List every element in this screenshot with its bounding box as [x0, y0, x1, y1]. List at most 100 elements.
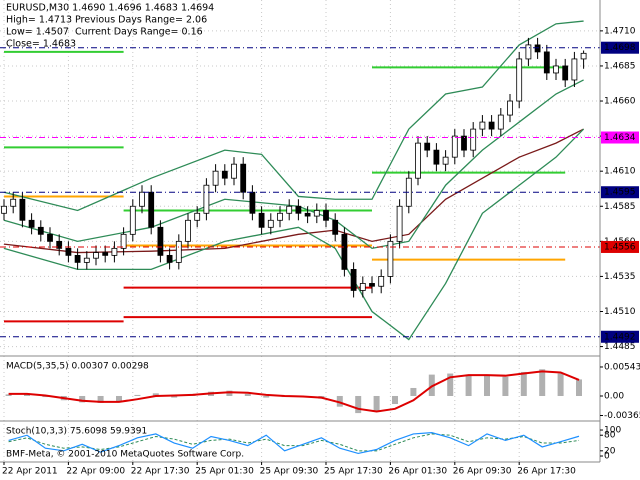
info-text: Close= 1.4683 [6, 39, 76, 50]
x-tick-label: 25 Apr 09:30 [260, 467, 319, 477]
candle-body [497, 114, 504, 130]
y-tick-label: 0.00543 [604, 362, 640, 372]
price-label: 1.4595 [604, 188, 636, 198]
macd-bar [392, 395, 398, 405]
macd-bar [576, 379, 582, 396]
indicator-line [3, 20, 584, 212]
candle-body [221, 170, 228, 179]
candle-body [1, 205, 7, 214]
y-tick-label: 80 [604, 431, 616, 441]
price-label-box [601, 131, 639, 144]
candle-body [56, 240, 63, 249]
macd-bar [336, 395, 343, 407]
macd-bar [520, 371, 527, 396]
price-label: 1.4492 [604, 332, 636, 342]
x-tick-label: 25 Apr 01:30 [195, 467, 254, 477]
candle-body [111, 247, 118, 256]
info-text: Low= 1.4507 [6, 27, 69, 38]
candle-body [580, 52, 587, 60]
y-tick-label: 1.4610 [604, 167, 636, 177]
price-label-box [601, 330, 639, 343]
candle-body [157, 226, 164, 256]
macd-bar [226, 390, 233, 396]
candle-body [240, 163, 247, 193]
candle-body [387, 240, 394, 277]
candle-body [516, 58, 523, 102]
stoch-main [8, 432, 580, 455]
candle-body [83, 257, 90, 263]
x-tick-label: 22 Apr 2011 [2, 467, 58, 477]
candle-body [470, 128, 477, 151]
macd-bar [97, 395, 104, 403]
x-tick-label: 26 Apr 09:30 [453, 467, 512, 477]
y-tick-label: 1.4585 [604, 202, 636, 212]
macd-bar [447, 373, 454, 396]
y-tick-label: 1.4710 [604, 26, 636, 36]
candle-body [231, 163, 237, 179]
candle-body [433, 149, 440, 165]
stoch-signal [8, 433, 580, 452]
candle-body [396, 205, 403, 242]
y-tick-label: 20 [604, 446, 616, 456]
y-tick-label: 1.4510 [604, 307, 636, 317]
price-label: 1.4556 [604, 242, 636, 252]
indicator-line [3, 128, 585, 341]
candle-body [313, 210, 320, 217]
candle-body [249, 191, 256, 214]
price-label: 1.4698 [604, 43, 636, 53]
candle-body [534, 44, 541, 53]
candle-body [185, 219, 191, 242]
candle-body [166, 254, 173, 263]
candle-body [74, 254, 81, 263]
candle-body [139, 191, 145, 207]
x-tick-label: 25 Apr 17:30 [324, 467, 383, 477]
info-text: Previous Days Range= 2.06 [75, 15, 207, 26]
candle-body [37, 226, 44, 235]
candle-body [359, 283, 366, 291]
panel-title: MACD(5,35,5) 0.00307 0.00298 [6, 362, 149, 372]
candle-body [129, 205, 136, 235]
panel-title: Stoch(10,3,3) 75.6098 59.9391 [6, 427, 147, 437]
candle-body [350, 269, 357, 291]
candle-body [286, 205, 293, 214]
indicator-line [3, 128, 584, 254]
candle-body [148, 191, 155, 228]
y-tick-label: 0 [604, 452, 610, 462]
y-tick-label: 100 [604, 426, 621, 436]
macd-bar [502, 376, 509, 396]
y-tick-label: 1.4660 [604, 97, 636, 107]
x-tick-label: 22 Apr 17:30 [131, 467, 190, 477]
macd-bar [244, 393, 251, 396]
y-tick-label: 1.4535 [604, 272, 636, 282]
candle-body [10, 198, 17, 207]
macd-bar [116, 395, 122, 402]
macd-bar [152, 393, 159, 396]
candle-body [571, 58, 578, 81]
candle-body [65, 247, 72, 256]
copyright: BMF-Meta, © 2001-2010 MetaQuotes Softwar… [6, 450, 244, 460]
candle-body [442, 156, 449, 165]
candle-body [277, 212, 283, 221]
candle-body [562, 65, 569, 81]
info-text: Current Days Range= 0.16 [75, 27, 203, 38]
macd-bar [263, 395, 270, 398]
candle-body [341, 233, 348, 270]
y-tick-label: 0.00 [604, 391, 624, 401]
macd-bar [557, 373, 564, 396]
macd-bar [171, 395, 178, 398]
y-tick-label: -0.00365 [604, 411, 640, 421]
candle-body [212, 170, 219, 186]
candle-body [507, 100, 513, 116]
price-label-box [601, 186, 639, 199]
x-tick-label: 22 Apr 09:00 [66, 467, 125, 477]
macd-bar [484, 374, 490, 396]
candle-body [553, 65, 559, 74]
candle-body [461, 135, 467, 151]
macd-bar [355, 395, 362, 414]
candle-body [479, 121, 486, 130]
x-tick-label: 26 Apr 01:30 [388, 467, 447, 477]
candle-body [332, 219, 339, 235]
price-label: 1.4634 [604, 133, 636, 143]
candle-body [28, 219, 35, 228]
candle-body [93, 252, 99, 259]
